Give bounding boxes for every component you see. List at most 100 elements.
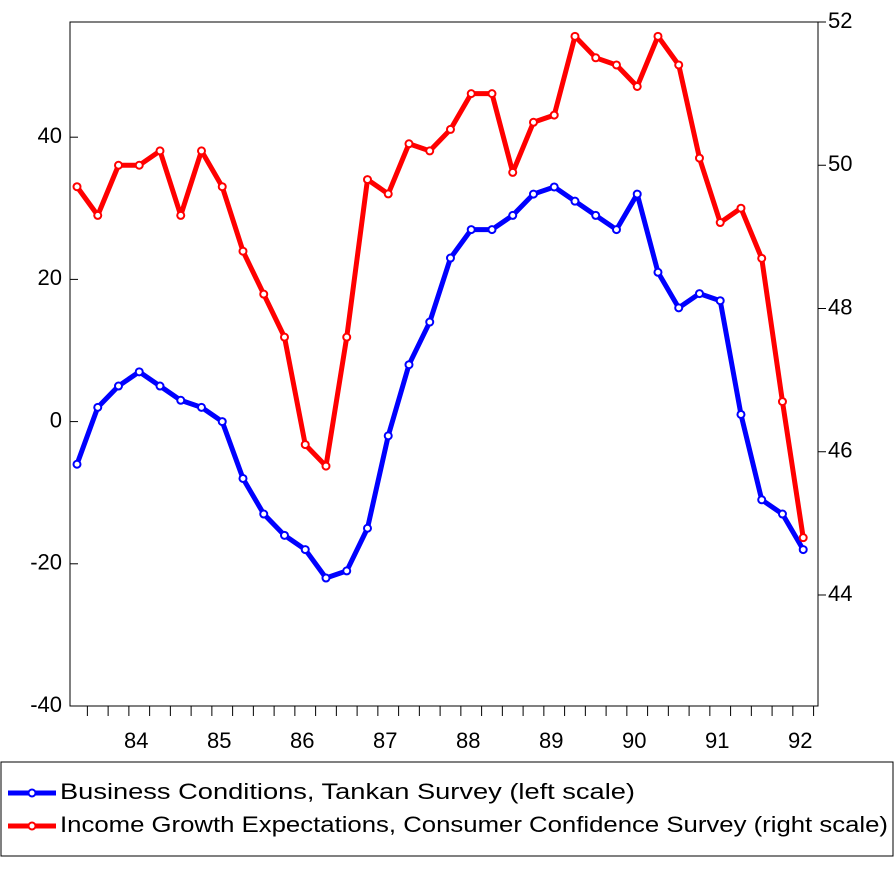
- x-tick-label: 90: [622, 728, 646, 753]
- point: [549, 182, 559, 192]
- point: [611, 225, 621, 235]
- point: [777, 397, 787, 407]
- point: [425, 146, 435, 156]
- series-line: [74, 184, 806, 581]
- point: [155, 146, 165, 156]
- point: [217, 182, 227, 192]
- point: [528, 117, 538, 127]
- point: [591, 53, 601, 63]
- y-tick-label: -40: [30, 692, 62, 717]
- legend-marker: [27, 821, 37, 831]
- y2-tick-label: 50: [828, 151, 852, 176]
- point: [155, 381, 165, 391]
- legend-label: Income Growth Expectations, Consumer Con…: [60, 812, 888, 837]
- point: [176, 210, 186, 220]
- x-tick-label: 85: [207, 728, 231, 753]
- x-tick-label: 87: [373, 728, 397, 753]
- point: [570, 196, 580, 206]
- x-tick-label: 88: [456, 728, 480, 753]
- point: [362, 523, 372, 533]
- point: [113, 381, 123, 391]
- point: [674, 303, 684, 313]
- point: [591, 210, 601, 220]
- point: [72, 459, 82, 469]
- y-tick-label: 40: [38, 123, 62, 148]
- point: [757, 253, 767, 263]
- point: [176, 395, 186, 405]
- point: [93, 210, 103, 220]
- point: [674, 60, 684, 70]
- point: [487, 225, 497, 235]
- legend-marker: [27, 788, 37, 798]
- point: [777, 509, 787, 519]
- point: [425, 317, 435, 327]
- point: [736, 409, 746, 419]
- point: [715, 296, 725, 306]
- point: [72, 182, 82, 192]
- point: [383, 431, 393, 441]
- x-tick-label: 89: [539, 728, 563, 753]
- point: [528, 189, 538, 199]
- point: [549, 110, 559, 120]
- point: [321, 573, 331, 583]
- point: [798, 545, 808, 555]
- point: [300, 440, 310, 450]
- point: [653, 31, 663, 41]
- point: [715, 218, 725, 228]
- point: [196, 146, 206, 156]
- point: [570, 31, 580, 41]
- point: [757, 495, 767, 505]
- point: [238, 473, 248, 483]
- y-tick-label: 20: [38, 265, 62, 290]
- point: [196, 402, 206, 412]
- point: [404, 360, 414, 370]
- x-tick-label: 86: [290, 728, 314, 753]
- point: [508, 167, 518, 177]
- point: [466, 225, 476, 235]
- plot-frame: [69, 21, 819, 707]
- point: [259, 289, 269, 299]
- point: [632, 189, 642, 199]
- point: [342, 566, 352, 576]
- point: [134, 367, 144, 377]
- point: [93, 402, 103, 412]
- legend-box: [0, 761, 894, 857]
- point: [653, 267, 663, 277]
- y2-tick-label: 48: [828, 294, 852, 319]
- point: [321, 461, 331, 471]
- point: [466, 89, 476, 99]
- point: [694, 153, 704, 163]
- point: [342, 332, 352, 342]
- point: [217, 417, 227, 427]
- x-tick-label: 91: [705, 728, 729, 753]
- y2-tick-label: 52: [828, 8, 852, 33]
- x-tick-label: 92: [788, 728, 812, 753]
- series-line: [74, 33, 806, 539]
- point: [508, 210, 518, 220]
- point: [279, 332, 289, 342]
- point: [694, 289, 704, 299]
- point: [113, 160, 123, 170]
- point: [134, 160, 144, 170]
- point: [279, 530, 289, 540]
- point: [487, 89, 497, 99]
- point: [798, 533, 808, 543]
- y-tick-label: -20: [30, 550, 62, 575]
- x-tick-label: 84: [124, 728, 148, 753]
- point: [736, 203, 746, 213]
- point: [300, 545, 310, 555]
- legend-label: Business Conditions, Tankan Survey (left…: [60, 779, 635, 804]
- point: [404, 139, 414, 149]
- point: [445, 253, 455, 263]
- point: [259, 509, 269, 519]
- y2-tick-label: 44: [828, 581, 852, 606]
- point: [362, 175, 372, 185]
- y-tick-label: 0: [50, 407, 62, 432]
- point: [445, 124, 455, 134]
- y2-tick-label: 46: [828, 438, 852, 463]
- point: [383, 189, 393, 199]
- point: [238, 246, 248, 256]
- point: [632, 81, 642, 91]
- point: [611, 60, 621, 70]
